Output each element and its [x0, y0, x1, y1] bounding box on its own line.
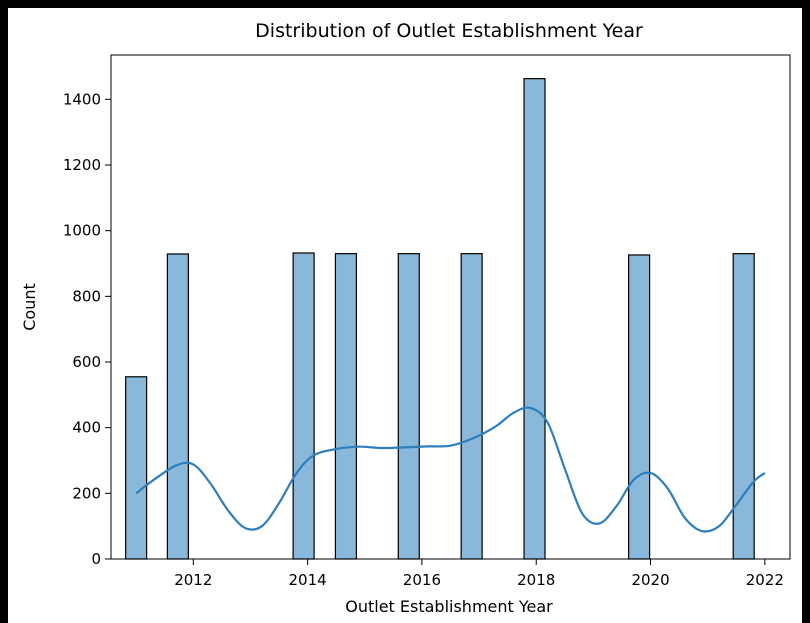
bar-6 — [460, 253, 483, 560]
y-tick-label: 1400 — [63, 90, 101, 108]
y-axis: 0 200 400 600 800 1000 1200 1400 — [63, 90, 111, 568]
bar-1 — [125, 376, 148, 560]
y-tick-label: 1200 — [63, 156, 101, 174]
chart-title: Distribution of Outlet Establishment Yea… — [255, 20, 643, 42]
kde-line — [135, 406, 766, 533]
chart-figure: Distribution of Outlet Establishment Yea… — [8, 8, 802, 623]
x-axis: 2012 2014 2016 2018 2020 2022 — [174, 559, 784, 589]
x-tick-label: 2012 — [174, 571, 212, 589]
y-tick-label: 1000 — [63, 222, 101, 240]
y-tick-label: 600 — [72, 353, 101, 371]
bar-4 — [334, 253, 357, 560]
y-tick-label: 200 — [72, 484, 101, 502]
x-tick-label: 2016 — [403, 571, 441, 589]
bar-7 — [523, 78, 546, 560]
x-tick-label: 2020 — [631, 571, 669, 589]
x-axis-label: Outlet Establishment Year — [345, 597, 553, 616]
bar-3 — [292, 252, 315, 560]
bar-2 — [166, 253, 189, 560]
bars-group — [125, 78, 755, 560]
histogram-chart: Distribution of Outlet Establishment Yea… — [20, 20, 791, 616]
y-tick-label: 800 — [72, 287, 101, 305]
bar-9 — [732, 253, 755, 560]
bar-5 — [397, 253, 420, 560]
y-axis-label: Count — [20, 283, 39, 331]
bar-8 — [628, 254, 651, 560]
y-tick-label: 400 — [72, 419, 101, 437]
x-tick-label: 2022 — [746, 571, 784, 589]
plot-frame — [110, 54, 791, 560]
y-tick-label: 0 — [91, 550, 101, 568]
x-tick-label: 2018 — [517, 571, 555, 589]
x-tick-label: 2014 — [289, 571, 327, 589]
